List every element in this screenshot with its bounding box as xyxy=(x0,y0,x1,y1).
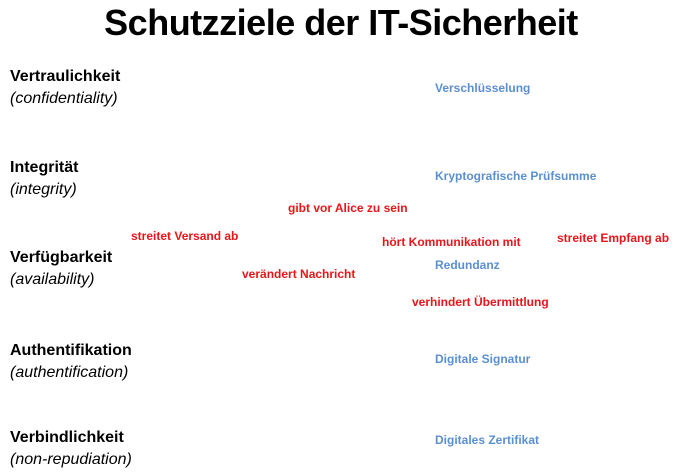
measure-digital-certificate: Digitales Zertifikat xyxy=(435,433,540,447)
threat-message-tampering: verändert Nachricht xyxy=(242,267,356,281)
goal-name: Integrität xyxy=(10,159,79,176)
goal-name: Verbindlichkeit xyxy=(10,429,124,446)
goal-integrity: Integrität (integrity) xyxy=(10,157,78,201)
goal-availability: Verfügbarkeit (availability) xyxy=(10,247,112,291)
measure-digital-signature: Digitale Signatur xyxy=(435,352,531,366)
goal-authentication: Authentifikation (authentification) xyxy=(10,340,132,384)
goal-confidentiality: Vertraulichkeit (confidentiality) xyxy=(10,66,120,110)
goal-english-name: (availability) xyxy=(10,271,95,288)
goal-english-name: (non-repudiation) xyxy=(10,451,132,468)
goal-name: Authentifikation xyxy=(10,342,132,359)
threat-eavesdropping: hört Kommunikation mit xyxy=(382,235,521,249)
goal-english-name: (integrity) xyxy=(10,181,77,198)
page-title: Schutzziele der IT-Sicherheit xyxy=(104,2,578,43)
measure-encryption: Verschlüsselung xyxy=(435,81,531,95)
threat-block-transmission: verhindert Übermittlung xyxy=(412,295,549,309)
goal-non-repudiation: Verbindlichkeit (non-repudiation) xyxy=(10,427,132,471)
threat-impersonation: gibt vor Alice zu sein xyxy=(288,201,408,215)
threat-deny-sending: streitet Versand ab xyxy=(131,229,239,243)
goal-name: Verfügbarkeit xyxy=(10,249,113,266)
goal-english-name: (confidentiality) xyxy=(10,90,118,107)
measure-redundancy: Redundanz xyxy=(435,258,500,272)
goal-name: Vertraulichkeit xyxy=(10,68,121,85)
measure-checksum: Kryptografische Prüfsumme xyxy=(435,169,597,183)
goal-english-name: (authentification) xyxy=(10,364,129,381)
threat-deny-receipt: streitet Empfang ab xyxy=(557,231,670,245)
